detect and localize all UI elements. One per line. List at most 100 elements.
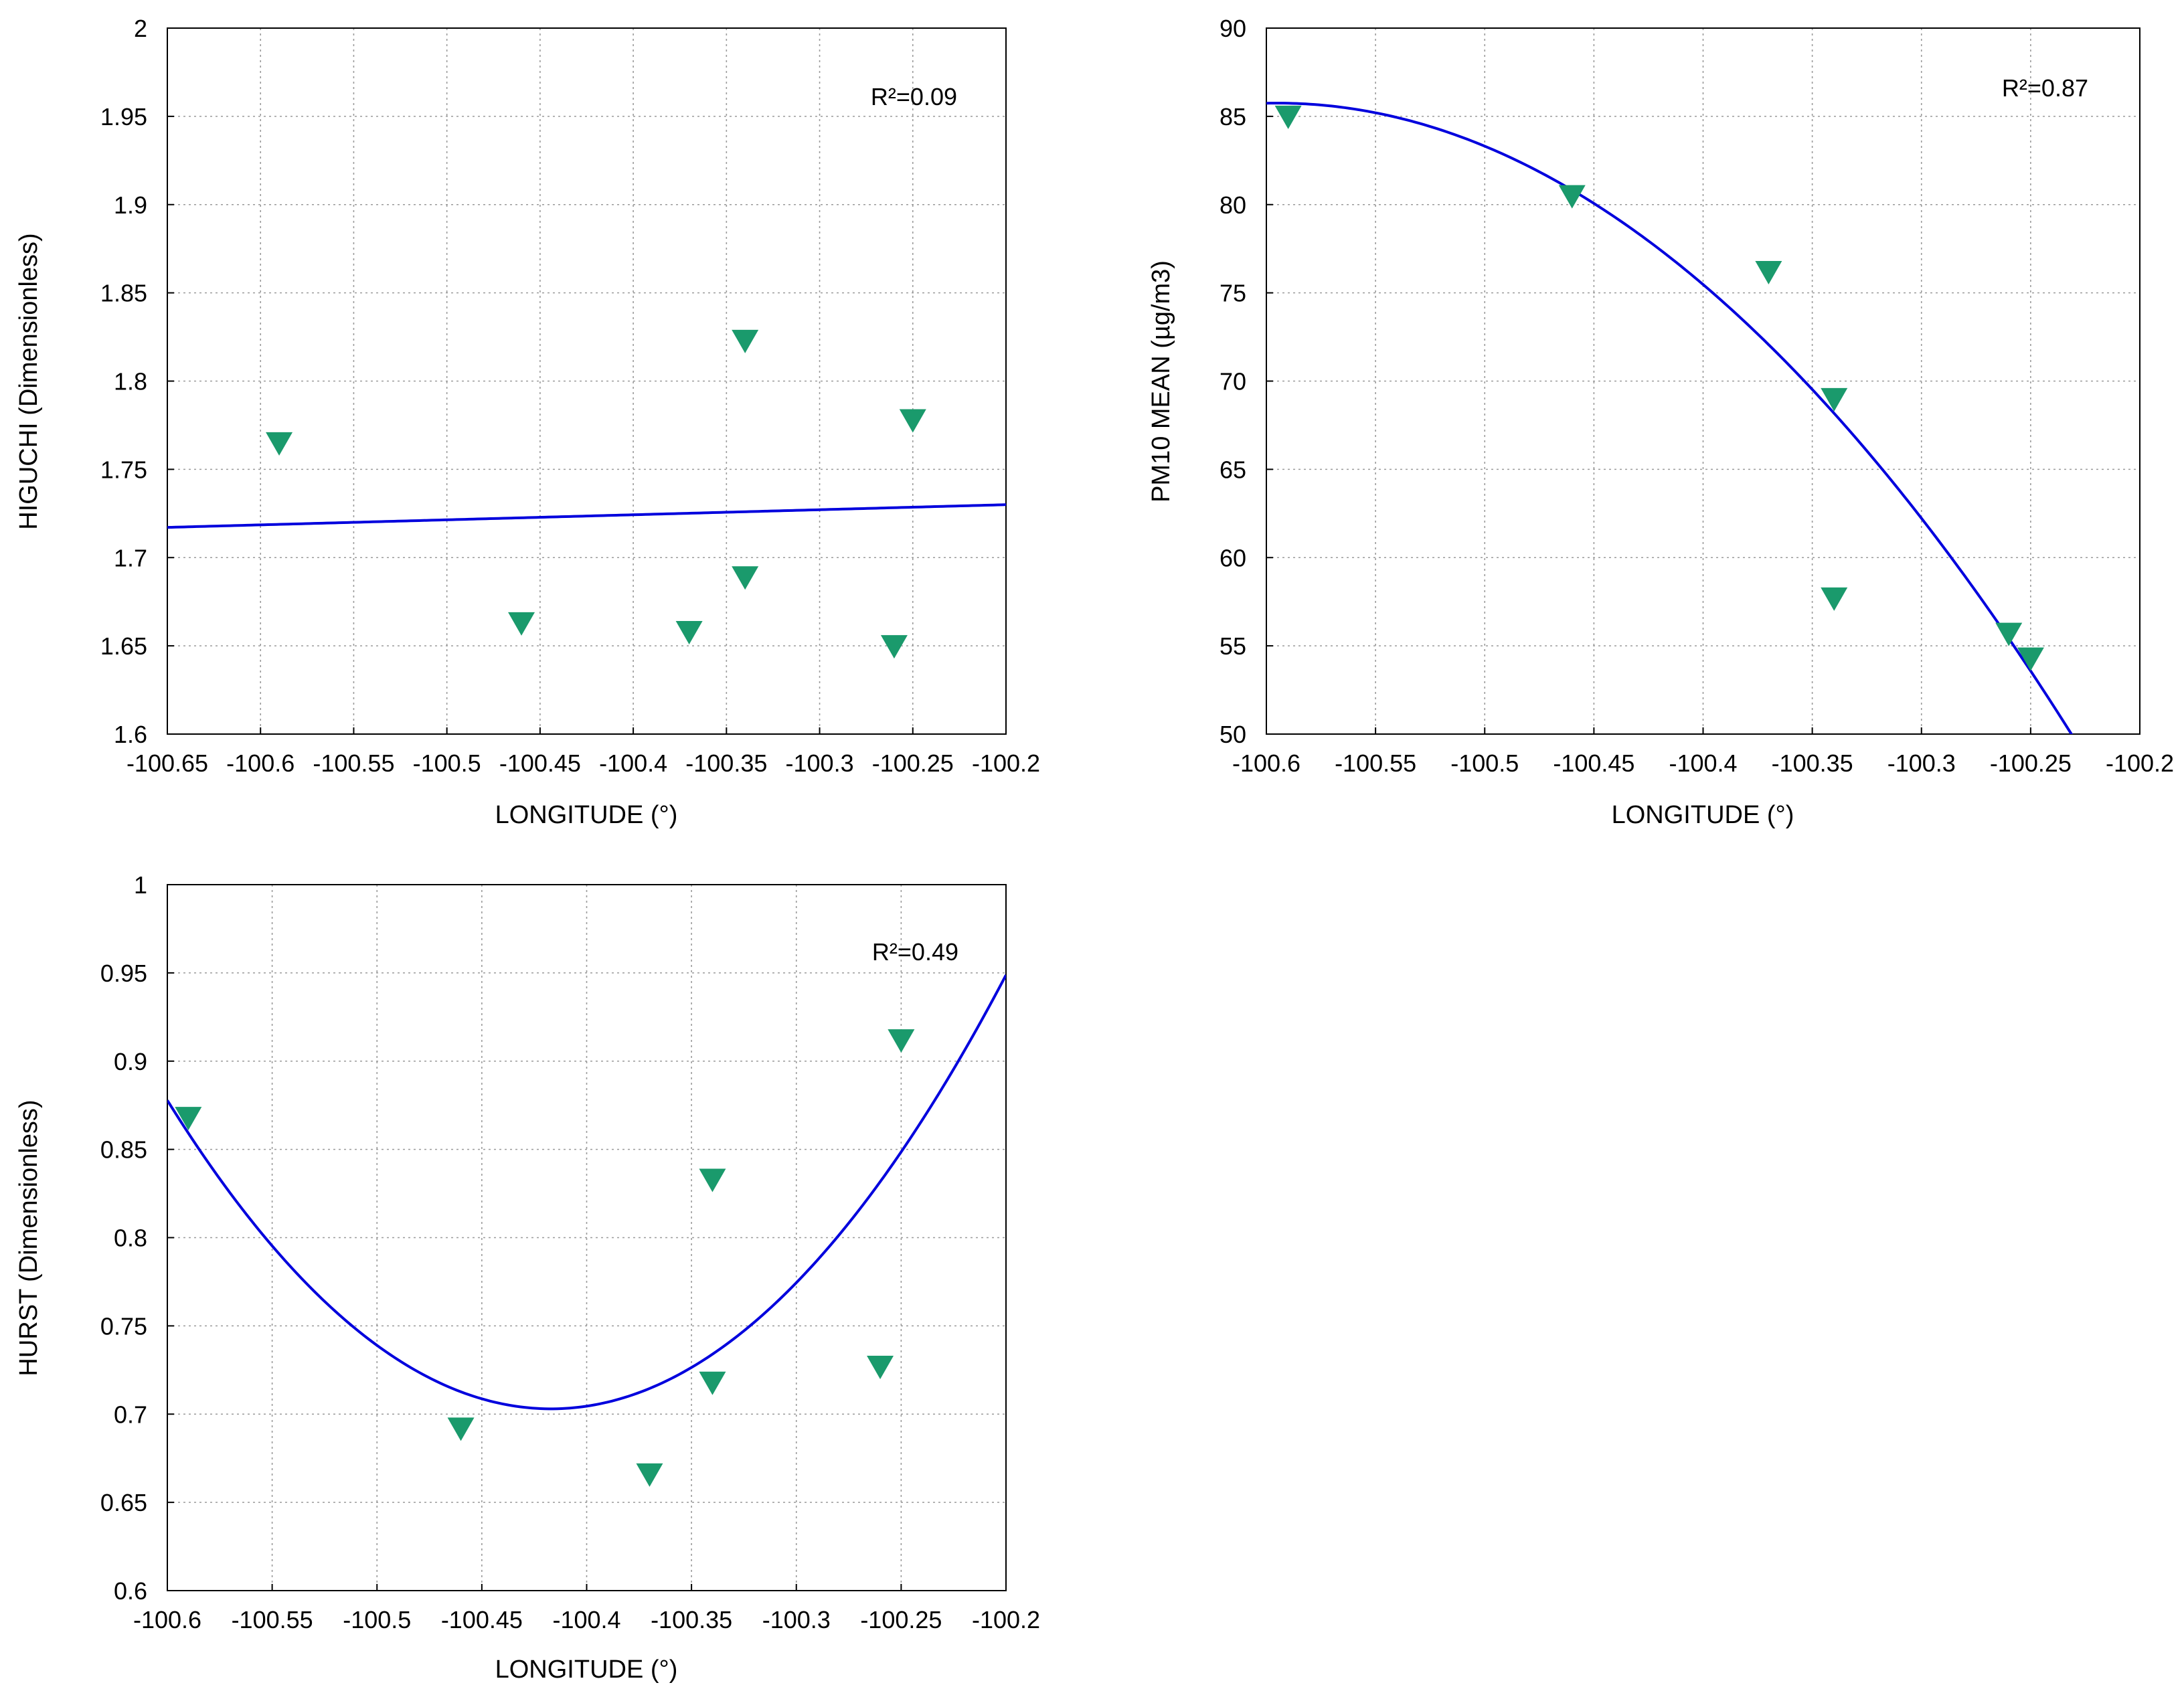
x-tick-label: -100.25 (1990, 749, 2072, 777)
y-tick-label: 75 (1220, 280, 1246, 307)
y-tick-label: 80 (1220, 191, 1246, 219)
x-tick-label: -100.35 (651, 1606, 732, 1633)
x-tick-label: -100.4 (1669, 749, 1737, 777)
x-axis-label-hurst: LONGITUDE (°) (495, 1656, 678, 1684)
x-tick-label: -100.4 (599, 749, 667, 777)
y-tick-label: 70 (1220, 368, 1246, 395)
data-point (699, 1371, 726, 1395)
x-tick-label: -100.45 (499, 749, 581, 777)
points-pm10 (1274, 105, 2044, 671)
x-tick-label: -100.65 (127, 749, 208, 777)
data-point (867, 1356, 894, 1380)
x-axis-label-higuchi: LONGITUDE (°) (495, 801, 678, 829)
chart-panel-hurst: 0.60.650.70.750.80.850.90.951 -100.6 -100… (15, 871, 1040, 1684)
x-tick-label: -100.6 (1232, 749, 1300, 777)
x-tick-label: -100.5 (343, 1606, 411, 1633)
y-tick-label: 1.85 (100, 280, 147, 307)
x-tick-label: -100.6 (226, 749, 295, 777)
data-point (175, 1107, 202, 1131)
x-tick-label: -100.4 (552, 1606, 620, 1633)
y-tick-label: 1.65 (100, 632, 147, 660)
y-axis-label-higuchi: HIGUCHI (Dimensionless) (15, 233, 43, 529)
y-axis-label-pm10: PM10 MEAN (µg/m3) (1147, 260, 1175, 503)
y-tick-label: 1.9 (114, 191, 147, 219)
x-tick-label: -100.55 (313, 749, 394, 777)
x-tick-label: -100.35 (1772, 749, 1853, 777)
data-point (675, 621, 703, 645)
y-tick-label: 1.8 (114, 368, 147, 395)
fit-curve-higuchi (167, 503, 1006, 529)
y-tick-label: 1.75 (100, 456, 147, 483)
y-tick-label: 0.85 (100, 1136, 147, 1164)
y-axis-label-hurst: HURST (Dimensionless) (15, 1099, 43, 1376)
y-tick-label: 0.95 (100, 960, 147, 987)
x-tick-label: -100.25 (872, 749, 954, 777)
data-point (2017, 647, 2044, 671)
x-tick-labels-higuchi: -100.65 -100.6 -100.55 -100.5 -100.45 -100.4-… (127, 727, 1040, 777)
x-tick-label: -100.55 (1335, 749, 1416, 777)
r-squared-annotation-higuchi: R²=0.09 (871, 83, 957, 110)
y-tick-label: 0.6 (114, 1577, 147, 1605)
data-point (1558, 185, 1586, 209)
x-axis-label-pm10: LONGITUDE (°) (1612, 801, 1794, 829)
r-squared-annotation-pm10: R²=0.87 (2002, 74, 2088, 102)
fit-curve-pm10 (1266, 102, 2074, 734)
x-tick-label: -100.2 (972, 749, 1040, 777)
y-tick-label: 0.7 (114, 1401, 147, 1428)
x-tick-label: -100.3 (762, 1606, 831, 1633)
x-tick-label: -100.25 (860, 1606, 942, 1633)
data-point (1995, 622, 2023, 646)
x-tick-label: -100.2 (972, 1606, 1040, 1633)
x-tick-label: -100.2 (2106, 749, 2174, 777)
grid-hurst (167, 885, 1006, 1591)
y-tick-labels-pm10: 50 55 60 65 70 75 80 85 90 (1220, 15, 1273, 748)
x-tick-label: -100.5 (413, 749, 481, 777)
y-tick-labels-hurst: 0.6 0.65 0.7 0.75 0.8 0.85 0.9 0.95 1 (100, 871, 174, 1605)
y-tick-label: 1.7 (114, 544, 147, 571)
data-point (447, 1417, 475, 1441)
data-point (732, 566, 759, 590)
x-tick-labels-hurst: -100.6 -100.55 -100.5 -100.45 -100.4 -100.35 -… (133, 1584, 1040, 1633)
x-tick-label: -100.3 (786, 749, 854, 777)
y-tick-label: 0.8 (114, 1225, 147, 1252)
points-higuchi (266, 329, 926, 659)
x-tick-label: -100.3 (1887, 749, 1956, 777)
data-point (1274, 105, 1302, 129)
y-tick-label: 1.95 (100, 103, 147, 130)
data-point (699, 1168, 726, 1192)
r-squared-annotation-hurst: R²=0.49 (872, 938, 958, 966)
x-tick-label: -100.6 (133, 1606, 201, 1633)
points-hurst (175, 1029, 915, 1487)
data-point (1821, 587, 1848, 611)
data-point (732, 329, 759, 353)
data-point (1821, 387, 1848, 412)
y-tick-label: 55 (1220, 632, 1246, 660)
x-tick-label: -100.35 (685, 749, 767, 777)
y-tick-labels-higuchi: 1.6 1.65 1.7 1.75 1.8 1.85 1.9 1.95 2 (100, 15, 174, 748)
data-point (1755, 260, 1782, 284)
y-tick-label: 1.6 (114, 721, 147, 748)
x-tick-label: -100.55 (232, 1606, 313, 1633)
data-point (266, 432, 293, 456)
y-tick-label: 0.75 (100, 1312, 147, 1340)
y-tick-label: 0.65 (100, 1489, 147, 1516)
y-tick-label: 0.9 (114, 1048, 147, 1075)
data-point (636, 1463, 663, 1487)
y-tick-label: 90 (1220, 15, 1246, 42)
fit-curve-hurst (167, 974, 1006, 1411)
data-point (508, 612, 535, 636)
x-tick-label: -100.5 (1450, 749, 1519, 777)
x-tick-label: -100.45 (441, 1606, 523, 1633)
x-tick-label: -100.45 (1553, 749, 1634, 777)
data-point (888, 1029, 915, 1053)
chart-panel-higuchi: 1.6 1.65 1.7 1.75 1.8 1.85 1.9 1.95 2 -100.65 -10… (15, 15, 1040, 829)
y-tick-label: 65 (1220, 456, 1246, 483)
data-point (880, 635, 908, 659)
x-tick-labels-pm10: -100.6 -100.55 -100.5 -100.45 -100.4 -100.35 -… (1232, 727, 2174, 777)
y-tick-label: 50 (1220, 721, 1246, 748)
y-tick-label: 2 (134, 15, 147, 42)
data-point (899, 409, 926, 433)
y-tick-label: 60 (1220, 544, 1246, 571)
